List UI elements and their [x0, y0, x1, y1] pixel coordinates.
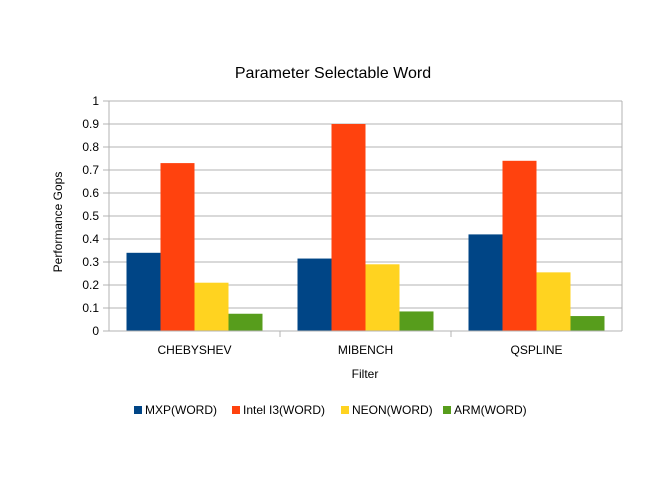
y-tick-label: 0.6: [82, 186, 99, 200]
legend-swatch: [134, 406, 142, 414]
bar: [468, 234, 503, 331]
x-tick-label: QSPLINE: [510, 343, 562, 357]
bar: [570, 316, 605, 331]
y-tick-label: 0.7: [82, 163, 99, 177]
legend-swatch: [232, 406, 240, 414]
bar: [502, 160, 537, 331]
legend-label: ARM(WORD): [454, 403, 527, 417]
x-axis-ticks: CHEBYSHEV MIBENCH QSPLINE: [109, 330, 622, 357]
bar: [365, 264, 400, 331]
bar: [331, 124, 366, 331]
chart-title: Parameter Selectable Word: [235, 65, 431, 82]
y-tick-label: 0.5: [82, 209, 99, 223]
x-axis-label: Filter: [352, 367, 379, 381]
y-axis-ticks: 0 0.1 0.2 0.3 0.4 0.5 0.6 0.7 0.8 0.9 1: [82, 94, 109, 338]
legend-label: NEON(WORD): [352, 403, 433, 417]
legend-label: Intel I3(WORD): [243, 403, 325, 417]
bar: [297, 258, 332, 331]
legend-swatch: [341, 406, 349, 414]
y-tick-label: 0.1: [82, 301, 99, 315]
y-tick-label: 0.8: [82, 140, 99, 154]
bar: [160, 163, 195, 331]
legend-label: MXP(WORD): [145, 403, 217, 417]
y-tick-label: 0: [92, 324, 99, 338]
y-tick-label: 0.4: [82, 232, 99, 246]
bars: [126, 124, 605, 331]
x-tick-label: MIBENCH: [338, 343, 393, 357]
bar: [399, 311, 434, 331]
y-tick-label: 0.2: [82, 278, 99, 292]
bar: [194, 282, 229, 331]
bar: [228, 313, 263, 331]
y-axis-label: Performance Gops: [51, 172, 65, 273]
legend: MXP(WORD) Intel I3(WORD) NEON(WORD) ARM(WOR…: [134, 403, 527, 417]
y-tick-label: 0.3: [82, 255, 99, 269]
x-tick-label: CHEBYSHEV: [157, 343, 231, 357]
legend-swatch: [443, 406, 451, 414]
y-tick-label: 1: [92, 94, 99, 108]
bar: [536, 272, 571, 331]
bar: [126, 252, 161, 331]
y-tick-label: 0.9: [82, 117, 99, 131]
